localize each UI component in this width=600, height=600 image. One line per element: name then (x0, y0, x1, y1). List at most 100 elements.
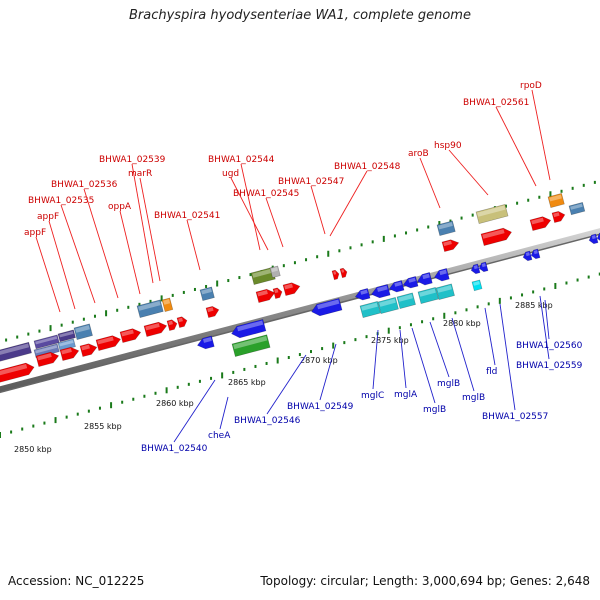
feature-forward-cds-shine (341, 269, 345, 273)
lower-scale-tick (154, 391, 157, 395)
feature-reverse-cds-shape (388, 280, 405, 293)
map-title: Brachyspira hyodysenteriae WA1, complete… (129, 8, 471, 23)
lower-scale-tick (532, 290, 535, 294)
accession-text: Accession: NC_012225 (8, 574, 145, 588)
upper-scale-tick (527, 198, 530, 202)
feature-steelblue-1-shape (73, 323, 93, 340)
feature-forward-cds (480, 227, 512, 246)
upper-scale-tick (360, 243, 363, 247)
upper-scale-tick (49, 325, 52, 332)
upper-scale-tick (516, 201, 519, 205)
forward-label-text: BHWA1_02541 (154, 211, 220, 221)
feature-forward-cds (0, 362, 35, 384)
lower-scale-tick (343, 341, 346, 345)
scale-label: 2865 kbp (228, 378, 266, 387)
reverse-gene-label: mglB (411, 327, 446, 415)
forward-label-leader (131, 163, 154, 284)
forward-gene-label: rpoD (520, 81, 551, 181)
upper-scale-tick (138, 302, 141, 306)
upper-scale-tick (338, 249, 341, 253)
feature-purple-2-shine (35, 336, 58, 345)
feature-orange-1 (161, 297, 174, 312)
upper-scale-tick (282, 264, 285, 268)
forward-label-text: hsp90 (434, 141, 462, 151)
feature-steelblue-5-shape (568, 202, 586, 216)
forward-gene-label: BHWA1_02545 (233, 189, 299, 248)
upper-scale-tick (60, 323, 63, 327)
lower-scale-tick (332, 342, 335, 349)
feature-forward-cds (35, 351, 60, 368)
feature-olive-1-shine (252, 268, 273, 278)
feature-forward-cds-shape (119, 328, 142, 344)
feature-forward-cds-shape (441, 239, 460, 253)
lower-scale-tick (265, 361, 268, 365)
forward-gene-label: appF (24, 228, 61, 313)
reverse-label-leader (266, 354, 307, 415)
reverse-label-text: mglA (394, 390, 418, 400)
upper-scale-tick (205, 284, 208, 288)
feature-reverse-cds-shine (203, 337, 212, 343)
forward-label-leader (35, 236, 61, 313)
lower-scale-tick (409, 323, 412, 327)
lower-scale-tick (54, 417, 57, 424)
forward-label-leader (531, 89, 551, 181)
scale-ticks: 2850 kbp 2855 kbp 2860 kbp 2865 kbp 2870 kbp… (0, 180, 600, 454)
reverse-gene-label: BHWA1_02546 (234, 354, 307, 426)
upper-scale-tick (349, 246, 352, 250)
lower-scale-tick (587, 275, 590, 279)
upper-scale-tick (293, 261, 296, 265)
feature-cyan-2-shine (379, 298, 396, 307)
forward-label-text: BHWA1_02535 (28, 196, 94, 206)
feature-reverse-cds-shine (533, 250, 538, 255)
lower-scale-tick (98, 406, 101, 410)
upper-scale-tick (382, 235, 385, 242)
feature-forward-cds (166, 319, 178, 332)
feature-forward-cds (339, 267, 348, 279)
lower-scale-tick (121, 400, 124, 404)
feature-cyan-3-shape (396, 292, 416, 309)
reverse-label-text: mglB (462, 393, 485, 403)
reverse-label-leader (484, 307, 496, 366)
feature-reverse-cds-shape (370, 284, 391, 299)
forward-gene-label: BHWA1_02547 (278, 177, 344, 235)
lower-scale-tick (176, 385, 179, 389)
upper-scale-tick (16, 335, 19, 339)
forward-label-leader (48, 220, 76, 310)
feature-reverse-cds (470, 263, 481, 275)
upper-scale-tick (471, 213, 474, 217)
feature-forward-cds (529, 216, 552, 232)
backbone-line (0, 228, 600, 393)
forward-label-leader (230, 177, 269, 251)
feature-purple-3 (33, 343, 60, 359)
upper-scale-tick (27, 332, 30, 336)
feature-steelblue-4-shape (436, 220, 456, 237)
feature-forward-cds-shape (95, 335, 122, 352)
reverse-label-leader (499, 303, 516, 411)
feature-cyan-4-shape (417, 287, 439, 304)
reverse-gene-label: mglB (429, 321, 460, 389)
feature-reverse-cds-shine (591, 235, 596, 240)
reverse-label-text: fld (486, 367, 497, 377)
feature-forward-cds-shape (0, 362, 35, 384)
feature-reverse-cds-shine (317, 299, 340, 310)
forward-gene-label: BHWA1_02548 (329, 162, 401, 237)
feature-forward-cds-shape (331, 269, 340, 281)
feature-cyan-6-shine (473, 281, 480, 286)
feature-forward-cds-shine (145, 323, 160, 331)
lower-scale-tick (132, 397, 135, 401)
forward-label-leader (448, 149, 489, 196)
feature-orange-1-shape (161, 297, 174, 312)
feature-forward-cds-shine (37, 353, 52, 361)
lower-scale-tick (287, 356, 290, 360)
lower-scale-tick (443, 312, 446, 319)
feature-steelblue-3-shine (201, 288, 212, 295)
upper-scale-tick (582, 183, 585, 187)
feature-forward-cds-shape (143, 321, 168, 338)
reverse-label-leader (411, 327, 436, 404)
feature-purple-2 (33, 334, 60, 350)
feature-reverse-cds-shape (416, 272, 433, 286)
feature-forward-cds-shape (35, 351, 60, 368)
feature-forward-cds-shine (553, 212, 560, 218)
feature-reverse-cds-shape (311, 297, 343, 317)
